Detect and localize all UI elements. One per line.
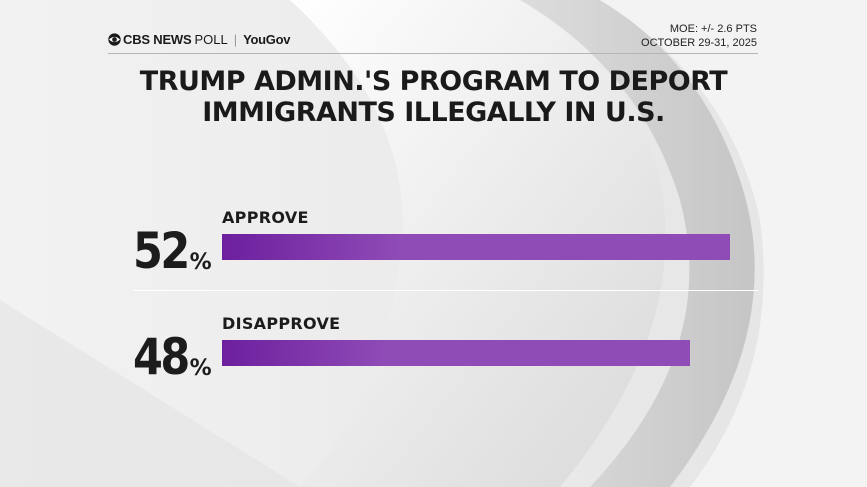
poll-meta: MOE: +/- 2.6 PTS OCTOBER 29-31, 2025 xyxy=(641,22,757,50)
brand-yougov: YouGov xyxy=(243,31,291,47)
percent-sign: % xyxy=(189,250,212,275)
margin-of-error: MOE: +/- 2.6 PTS xyxy=(669,23,757,35)
percent-label: 52 % xyxy=(133,206,212,276)
chart-title: TRUMP ADMIN.'S PROGRAM TO DEPORT IMMIGRA… xyxy=(139,66,728,128)
cbs-eye-icon xyxy=(108,32,121,46)
bar-row-disapprove: 48 % DISAPPROVE xyxy=(0,312,867,382)
bar-approve xyxy=(222,234,730,260)
bar-row-approve: 52 % APPROVE xyxy=(0,206,867,276)
percent-value: 52 xyxy=(133,222,190,280)
category-label: APPROVE xyxy=(222,208,309,227)
header-divider xyxy=(108,53,758,54)
brand-poll: POLL xyxy=(194,31,228,47)
percent-value: 48 xyxy=(133,328,190,386)
poll-branding: CBS NEWS POLL | YouGov xyxy=(108,31,290,47)
brand-cbs-news: CBS NEWS xyxy=(123,31,192,47)
row-divider xyxy=(133,290,758,291)
percent-sign: % xyxy=(189,356,212,381)
percent-label: 48 % xyxy=(133,312,212,382)
bar-disapprove xyxy=(222,340,691,366)
brand-separator: | xyxy=(233,31,238,47)
category-label: DISAPPROVE xyxy=(222,314,341,333)
poll-dates: OCTOBER 29-31, 2025 xyxy=(641,37,757,49)
